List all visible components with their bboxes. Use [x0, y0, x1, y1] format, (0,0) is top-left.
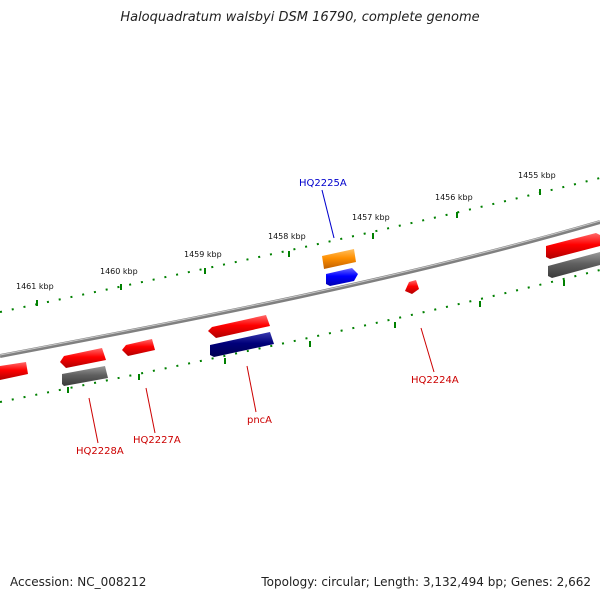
map-title: Haloquadratum walsbyi DSM 16790, complet… — [120, 10, 480, 25]
genes-count-text: Genes: 2,662 — [503, 575, 591, 589]
length-text: Length: 3,132,494 bp — [366, 575, 503, 589]
gene-label-hq2224a[interactable]: HQ2224A — [411, 375, 459, 386]
feature-pnca-navy[interactable] — [210, 332, 274, 357]
scale-label-1456: 1456 kbp — [435, 193, 473, 202]
topology-text: Topology: circular — [261, 575, 366, 589]
scale-label-1458: 1458 kbp — [268, 232, 306, 241]
scale-label-1457: 1457 kbp — [352, 213, 390, 222]
gene-label-hq2228a[interactable]: HQ2228A — [76, 446, 124, 457]
feature-hq2227a[interactable] — [122, 339, 155, 356]
scale-label-1461: 1461 kbp — [16, 282, 54, 291]
genome-summary: Topology: circularLength: 3,132,494 bpGe… — [261, 575, 591, 589]
feature-top-right-gray[interactable] — [548, 252, 600, 278]
genome-backbone — [0, 220, 600, 358]
leader-pnca — [246, 365, 257, 413]
feature-hq2225a-orange[interactable] — [322, 249, 356, 269]
gene-label-hq2225a[interactable]: HQ2225A — [299, 178, 347, 189]
genome-backbone-highlight — [0, 220, 600, 356]
leader-hq2228a — [88, 397, 99, 444]
feature-hq2228a-red[interactable] — [60, 348, 106, 368]
inner-scale-track — [0, 269, 600, 403]
feature-left-edge-red[interactable] — [0, 362, 28, 380]
leader-hq2224a — [420, 327, 435, 373]
leader-hq2225a — [321, 189, 335, 239]
outer-scale-major-ticks — [36, 189, 541, 306]
outer-scale-track — [0, 177, 600, 313]
feature-pnca-red[interactable] — [208, 315, 270, 338]
scale-label-1455: 1455 kbp — [518, 171, 556, 180]
gene-label-pnca[interactable]: pncA — [247, 415, 272, 426]
gene-label-hq2227a[interactable]: HQ2227A — [133, 435, 181, 446]
leader-hq2227a — [145, 387, 156, 434]
feature-hq2225a-blue[interactable] — [326, 268, 358, 286]
scale-label-1460: 1460 kbp — [100, 267, 138, 276]
feature-hq2228a-gray[interactable] — [62, 366, 108, 386]
feature-top-right-red[interactable] — [546, 233, 600, 259]
scale-label-1459: 1459 kbp — [184, 250, 222, 259]
accession-text: Accession: NC_008212 — [10, 575, 147, 589]
inner-scale-major-ticks — [67, 280, 565, 393]
feature-hq2224a[interactable] — [405, 280, 419, 294]
